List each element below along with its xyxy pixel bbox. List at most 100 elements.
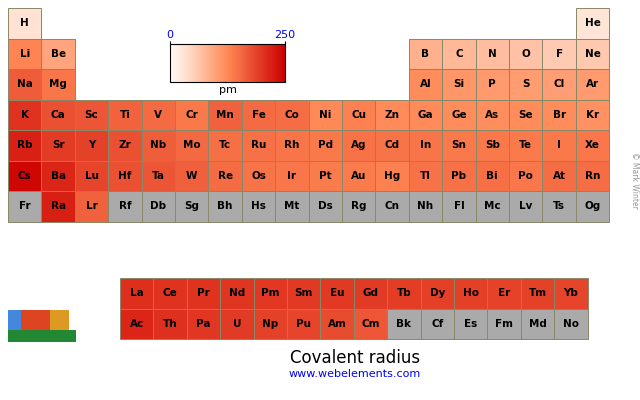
Bar bbox=[576, 8, 609, 38]
Bar bbox=[354, 308, 387, 339]
Bar bbox=[476, 191, 509, 222]
Bar bbox=[387, 308, 420, 339]
Bar bbox=[476, 130, 509, 160]
Bar bbox=[8, 8, 42, 38]
Bar bbox=[275, 130, 308, 160]
Text: Eu: Eu bbox=[330, 288, 344, 298]
Bar bbox=[409, 191, 442, 222]
Text: Cl: Cl bbox=[554, 79, 564, 89]
Text: Mt: Mt bbox=[284, 201, 300, 211]
Text: Ba: Ba bbox=[51, 171, 66, 181]
Bar bbox=[108, 191, 141, 222]
Text: Tc: Tc bbox=[219, 140, 231, 150]
Bar bbox=[576, 100, 609, 130]
Text: Es: Es bbox=[464, 319, 477, 329]
Text: Po: Po bbox=[518, 171, 533, 181]
Bar bbox=[220, 278, 253, 308]
Text: Cn: Cn bbox=[385, 201, 399, 211]
Bar bbox=[108, 160, 141, 191]
Text: U: U bbox=[233, 319, 241, 329]
Bar bbox=[8, 38, 42, 69]
Bar bbox=[543, 191, 576, 222]
Text: B: B bbox=[422, 49, 429, 59]
Text: Br: Br bbox=[552, 110, 566, 120]
Text: Ds: Ds bbox=[318, 201, 333, 211]
Bar bbox=[442, 160, 476, 191]
Bar bbox=[75, 191, 108, 222]
Text: Lv: Lv bbox=[519, 201, 532, 211]
Bar bbox=[543, 38, 576, 69]
Text: Zr: Zr bbox=[118, 140, 131, 150]
Text: V: V bbox=[154, 110, 163, 120]
Bar bbox=[442, 69, 476, 100]
Bar bbox=[275, 191, 308, 222]
Bar bbox=[509, 191, 543, 222]
Text: Yb: Yb bbox=[563, 288, 579, 298]
Text: Lr: Lr bbox=[86, 201, 97, 211]
Text: Mo: Mo bbox=[183, 140, 200, 150]
Text: Na: Na bbox=[17, 79, 33, 89]
Text: Hs: Hs bbox=[251, 201, 266, 211]
Bar bbox=[308, 160, 342, 191]
Text: W: W bbox=[186, 171, 198, 181]
Text: Cu: Cu bbox=[351, 110, 366, 120]
Bar bbox=[488, 278, 521, 308]
Text: At: At bbox=[552, 171, 566, 181]
Text: Ru: Ru bbox=[251, 140, 266, 150]
Text: Dy: Dy bbox=[429, 288, 445, 298]
Bar bbox=[209, 191, 242, 222]
Bar bbox=[442, 191, 476, 222]
Bar bbox=[509, 69, 543, 100]
Text: Rh: Rh bbox=[284, 140, 300, 150]
Text: O: O bbox=[522, 49, 530, 59]
Bar bbox=[509, 38, 543, 69]
Text: Ag: Ag bbox=[351, 140, 367, 150]
Text: Ti: Ti bbox=[120, 110, 131, 120]
Text: Tb: Tb bbox=[397, 288, 412, 298]
Text: Pt: Pt bbox=[319, 171, 332, 181]
Text: Tl: Tl bbox=[420, 171, 431, 181]
Text: Hf: Hf bbox=[118, 171, 132, 181]
Bar bbox=[376, 160, 409, 191]
Text: Ho: Ho bbox=[463, 288, 479, 298]
Text: Ni: Ni bbox=[319, 110, 332, 120]
Bar bbox=[141, 191, 175, 222]
Text: Ar: Ar bbox=[586, 79, 599, 89]
Bar bbox=[175, 100, 209, 130]
Text: Fm: Fm bbox=[495, 319, 513, 329]
Bar bbox=[287, 278, 321, 308]
Bar bbox=[209, 130, 242, 160]
Bar bbox=[187, 308, 220, 339]
Bar bbox=[242, 130, 275, 160]
Bar bbox=[321, 278, 354, 308]
Bar bbox=[321, 308, 354, 339]
Bar bbox=[220, 308, 253, 339]
Text: Hg: Hg bbox=[384, 171, 400, 181]
Bar bbox=[476, 38, 509, 69]
Bar bbox=[8, 130, 42, 160]
Bar bbox=[42, 69, 75, 100]
Bar bbox=[543, 100, 576, 130]
Text: Cr: Cr bbox=[186, 110, 198, 120]
Bar bbox=[342, 191, 376, 222]
Text: Se: Se bbox=[518, 110, 533, 120]
Text: Ce: Ce bbox=[163, 288, 177, 298]
Text: Ir: Ir bbox=[287, 171, 296, 181]
Bar bbox=[442, 38, 476, 69]
Bar bbox=[576, 38, 609, 69]
Bar bbox=[521, 278, 554, 308]
Text: Lu: Lu bbox=[84, 171, 99, 181]
Text: Au: Au bbox=[351, 171, 366, 181]
Text: Pd: Pd bbox=[317, 140, 333, 150]
Bar bbox=[209, 100, 242, 130]
Bar bbox=[543, 69, 576, 100]
Bar bbox=[342, 130, 376, 160]
Bar bbox=[509, 160, 543, 191]
Text: Y: Y bbox=[88, 140, 95, 150]
Text: Ta: Ta bbox=[152, 171, 165, 181]
Text: Os: Os bbox=[251, 171, 266, 181]
Text: Si: Si bbox=[453, 79, 465, 89]
Text: Co: Co bbox=[284, 110, 300, 120]
Text: Db: Db bbox=[150, 201, 166, 211]
Text: Mg: Mg bbox=[49, 79, 67, 89]
